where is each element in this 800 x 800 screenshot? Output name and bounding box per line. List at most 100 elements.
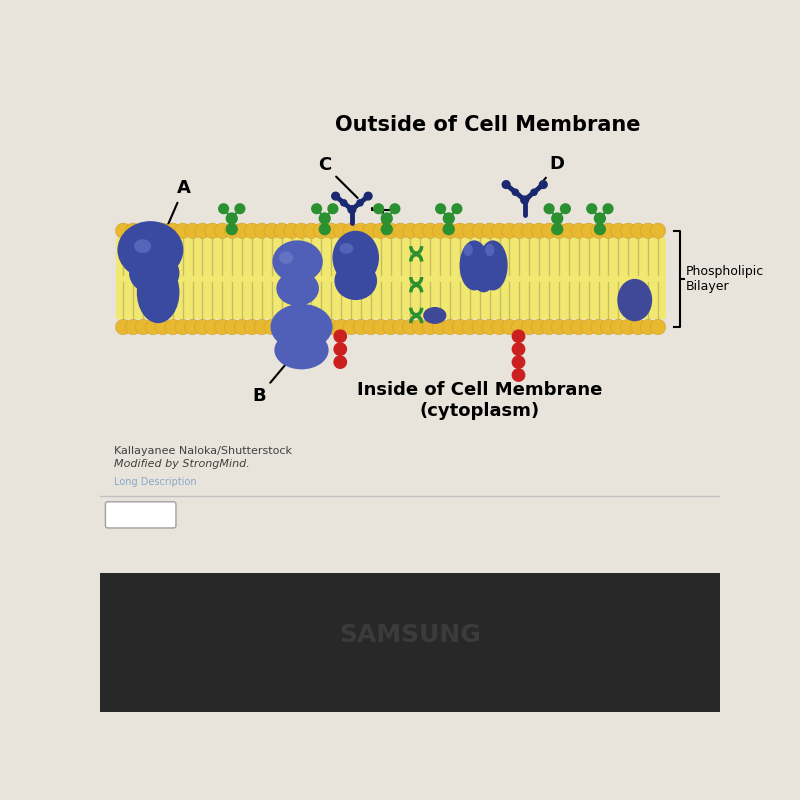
Text: D: D: [526, 154, 565, 202]
Ellipse shape: [274, 331, 329, 370]
Circle shape: [452, 204, 462, 214]
Circle shape: [135, 223, 151, 238]
Circle shape: [502, 319, 518, 334]
Circle shape: [393, 223, 408, 238]
Circle shape: [373, 319, 389, 334]
Circle shape: [443, 213, 454, 224]
Circle shape: [353, 223, 369, 238]
Circle shape: [621, 319, 636, 334]
Circle shape: [512, 189, 518, 195]
Circle shape: [650, 319, 666, 334]
Circle shape: [234, 223, 250, 238]
Circle shape: [587, 204, 597, 214]
Ellipse shape: [423, 307, 446, 324]
Circle shape: [571, 223, 586, 238]
Text: C: C: [318, 156, 358, 198]
Circle shape: [274, 223, 290, 238]
Circle shape: [472, 319, 487, 334]
Circle shape: [234, 319, 250, 334]
Circle shape: [442, 223, 458, 238]
Circle shape: [436, 204, 446, 214]
Circle shape: [319, 213, 330, 224]
Circle shape: [452, 319, 468, 334]
Ellipse shape: [129, 252, 179, 294]
Circle shape: [601, 319, 616, 334]
Circle shape: [422, 319, 438, 334]
Circle shape: [135, 319, 151, 334]
Circle shape: [621, 223, 636, 238]
Bar: [100, 574, 720, 712]
Circle shape: [531, 189, 537, 195]
Text: Previous: Previous: [111, 508, 170, 522]
Circle shape: [581, 223, 597, 238]
Circle shape: [146, 223, 161, 238]
Circle shape: [432, 319, 448, 334]
Circle shape: [175, 319, 190, 334]
Circle shape: [581, 319, 597, 334]
Ellipse shape: [276, 271, 319, 306]
Circle shape: [539, 181, 547, 188]
Circle shape: [472, 223, 487, 238]
Text: A: A: [163, 179, 190, 236]
Circle shape: [594, 213, 606, 224]
Circle shape: [482, 223, 498, 238]
Circle shape: [165, 223, 181, 238]
Circle shape: [561, 319, 577, 334]
Circle shape: [402, 223, 418, 238]
Circle shape: [334, 356, 346, 368]
Circle shape: [332, 192, 339, 200]
Circle shape: [640, 223, 656, 238]
Ellipse shape: [270, 304, 333, 350]
Text: Outside of Cell Membrane: Outside of Cell Membrane: [334, 115, 640, 135]
Circle shape: [155, 319, 170, 334]
Circle shape: [115, 319, 131, 334]
Circle shape: [226, 224, 237, 234]
Circle shape: [512, 356, 525, 368]
Circle shape: [244, 223, 260, 238]
Circle shape: [314, 319, 329, 334]
Circle shape: [601, 223, 616, 238]
Circle shape: [334, 330, 346, 342]
Circle shape: [334, 343, 346, 355]
Circle shape: [357, 200, 363, 206]
Circle shape: [264, 223, 279, 238]
Circle shape: [304, 223, 319, 238]
Circle shape: [343, 223, 358, 238]
Ellipse shape: [470, 246, 497, 292]
Circle shape: [319, 224, 330, 234]
Circle shape: [214, 319, 230, 334]
Circle shape: [432, 223, 448, 238]
Circle shape: [462, 319, 478, 334]
Circle shape: [312, 204, 322, 214]
Circle shape: [323, 319, 339, 334]
Circle shape: [341, 200, 347, 206]
Circle shape: [502, 181, 510, 188]
Circle shape: [254, 223, 270, 238]
Circle shape: [205, 319, 220, 334]
Circle shape: [314, 223, 329, 238]
Circle shape: [531, 223, 547, 238]
Circle shape: [226, 213, 237, 224]
Circle shape: [442, 319, 458, 334]
Circle shape: [512, 343, 525, 355]
Circle shape: [185, 319, 200, 334]
Circle shape: [225, 319, 240, 334]
Circle shape: [561, 223, 577, 238]
Circle shape: [185, 223, 200, 238]
Circle shape: [551, 319, 566, 334]
Circle shape: [521, 196, 529, 204]
FancyBboxPatch shape: [115, 238, 666, 319]
Ellipse shape: [137, 262, 179, 323]
Circle shape: [552, 213, 562, 224]
Circle shape: [205, 223, 220, 238]
Ellipse shape: [463, 244, 473, 256]
Circle shape: [323, 223, 339, 238]
Ellipse shape: [339, 243, 354, 254]
Circle shape: [594, 224, 606, 234]
Ellipse shape: [334, 262, 377, 300]
Circle shape: [552, 224, 562, 234]
Circle shape: [334, 223, 349, 238]
Circle shape: [551, 223, 566, 238]
Circle shape: [512, 330, 525, 342]
Circle shape: [225, 223, 240, 238]
